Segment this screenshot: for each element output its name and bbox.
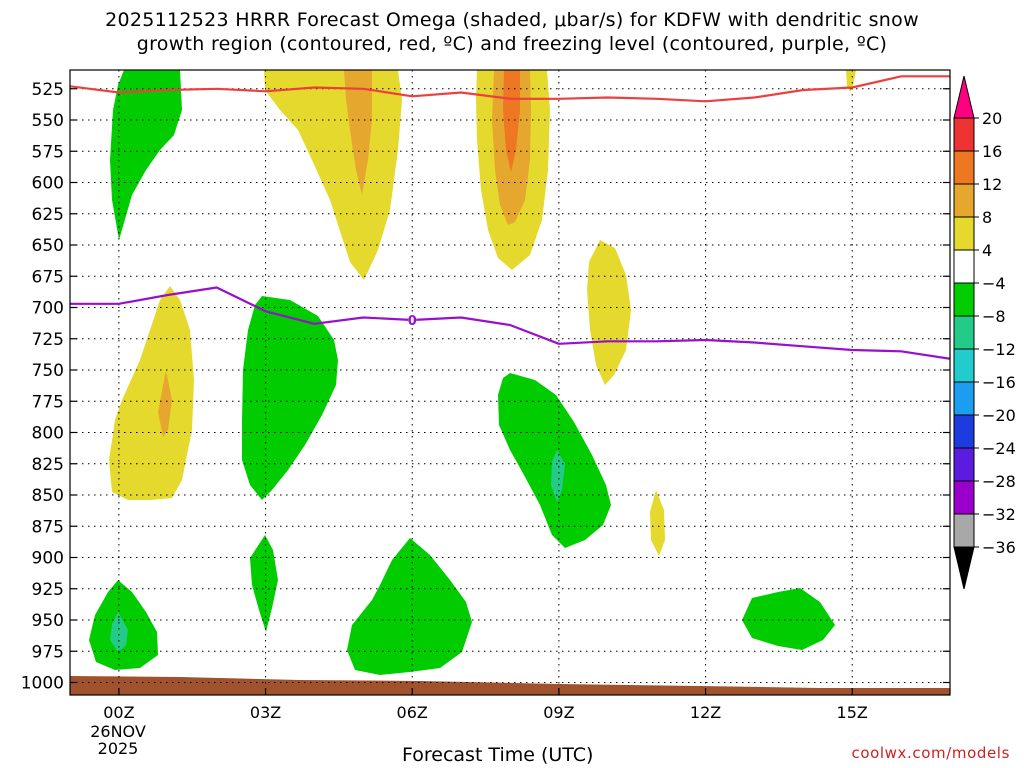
colorbar-segment [953, 348, 975, 383]
colorbar-segment [953, 282, 975, 317]
sink-region-max [503, 70, 520, 172]
x-axis: 00Z 03Z 06Z 09Z 12Z 15Z [103, 688, 868, 722]
y-tick-label: 650 [32, 236, 64, 256]
colorbar-segment [953, 150, 975, 185]
colorbar-segment [953, 480, 975, 515]
y-tick-label: 575 [32, 142, 64, 162]
y-tick-label: 725 [32, 330, 64, 350]
colorbar-arrow-max [953, 75, 975, 119]
colorbar-segment [953, 513, 975, 548]
freezing-contour-label: 0 [408, 314, 417, 329]
y-tick-label: 875 [32, 517, 64, 537]
rise-region-core [551, 450, 565, 502]
omega-shading [89, 70, 856, 675]
y-tick-label: 775 [32, 392, 64, 412]
sink-region [650, 490, 665, 556]
plot-frame [69, 69, 951, 696]
dgz-contour-line [70, 75, 950, 103]
colorbar-segment [953, 117, 975, 152]
colorbar-label: 16 [982, 142, 1002, 161]
colorbar-segment [953, 249, 975, 284]
colorbar-label: −12 [982, 340, 1016, 359]
chart-title-line-1: 2025112523 HRRR Forecast Omega (shaded, … [105, 9, 919, 31]
y-tick-label: 825 [32, 455, 64, 475]
date-label-month: 26NOV [90, 722, 146, 741]
sink-region [109, 286, 194, 500]
terrain [70, 676, 950, 695]
watermark: coolwx.com/models [851, 744, 1010, 762]
colorbar-segment [953, 183, 975, 218]
rise-region [742, 588, 835, 650]
y-tick-label: 900 [32, 549, 64, 569]
y-tick-label: 700 [32, 299, 64, 319]
chart-title-line-2: growth region (contoured, red, ºC) and f… [136, 33, 888, 55]
colorbar-label: −20 [982, 406, 1016, 425]
colorbar-segment [953, 414, 975, 449]
colorbar-label: −16 [982, 373, 1016, 392]
freezing-label-bg [408, 313, 417, 326]
colorbar-label: −24 [982, 439, 1016, 458]
colorbar-label: 12 [982, 175, 1002, 194]
colorbar-segment [953, 381, 975, 416]
x-tick-label: 03Z [250, 703, 281, 722]
colorbar-segment [953, 216, 975, 251]
contour-lines: 0 [70, 75, 950, 360]
colorbar-label: 4 [982, 241, 992, 260]
y-tick-label: 850 [32, 486, 64, 506]
colorbar-segment [953, 447, 975, 482]
rise-region [250, 535, 278, 632]
colorbar-arrow-min [953, 546, 975, 590]
sink-region-core [344, 70, 372, 195]
colorbar-label: −28 [982, 472, 1016, 491]
y-tick-label: 925 [32, 580, 64, 600]
sink-region [846, 70, 856, 92]
y-tick-label: 800 [32, 424, 64, 444]
freezing-level-contour-line [70, 286, 950, 360]
x-tick-label: 00Z [103, 703, 134, 722]
y-tick-label: 950 [32, 611, 64, 631]
colorbar-label: 8 [982, 208, 992, 227]
y-tick-label: 1000 [21, 674, 64, 694]
gridlines [70, 70, 950, 695]
date-label-year: 2025 [98, 739, 139, 758]
y-tick-label: 550 [32, 111, 64, 131]
y-tick-label: 600 [32, 174, 64, 194]
colorbar-label: −36 [982, 538, 1016, 557]
colorbar-label: −32 [982, 505, 1016, 524]
y-tick-label: 625 [32, 205, 64, 225]
colorbar-label: 20 [982, 109, 1002, 128]
y-axis: 525 550 575 600 625 650 675 700 725 750 775 800 825 8… [21, 80, 950, 694]
sink-region-core [158, 370, 172, 437]
rise-region-core [110, 612, 128, 652]
x-tick-label: 12Z [690, 703, 721, 722]
colorbar-label: −4 [982, 274, 1006, 293]
rise-region [110, 70, 182, 240]
y-tick-label: 525 [32, 80, 64, 100]
x-tick-label: 06Z [397, 703, 428, 722]
x-tick-label: 15Z [837, 703, 868, 722]
y-tick-label: 675 [32, 267, 64, 287]
y-tick-label: 975 [32, 642, 64, 662]
colorbar-label: −8 [982, 307, 1006, 326]
x-tick-label: 09Z [543, 703, 574, 722]
colorbar: 20 16 12 8 4 −4 −8 −12 −16 −20 −24 −28 −32 −36 [953, 75, 1016, 590]
colorbar-segment [953, 315, 975, 350]
rise-region [347, 538, 472, 675]
y-tick-label: 750 [32, 361, 64, 381]
x-axis-label: Forecast Time (UTC) [402, 744, 594, 766]
